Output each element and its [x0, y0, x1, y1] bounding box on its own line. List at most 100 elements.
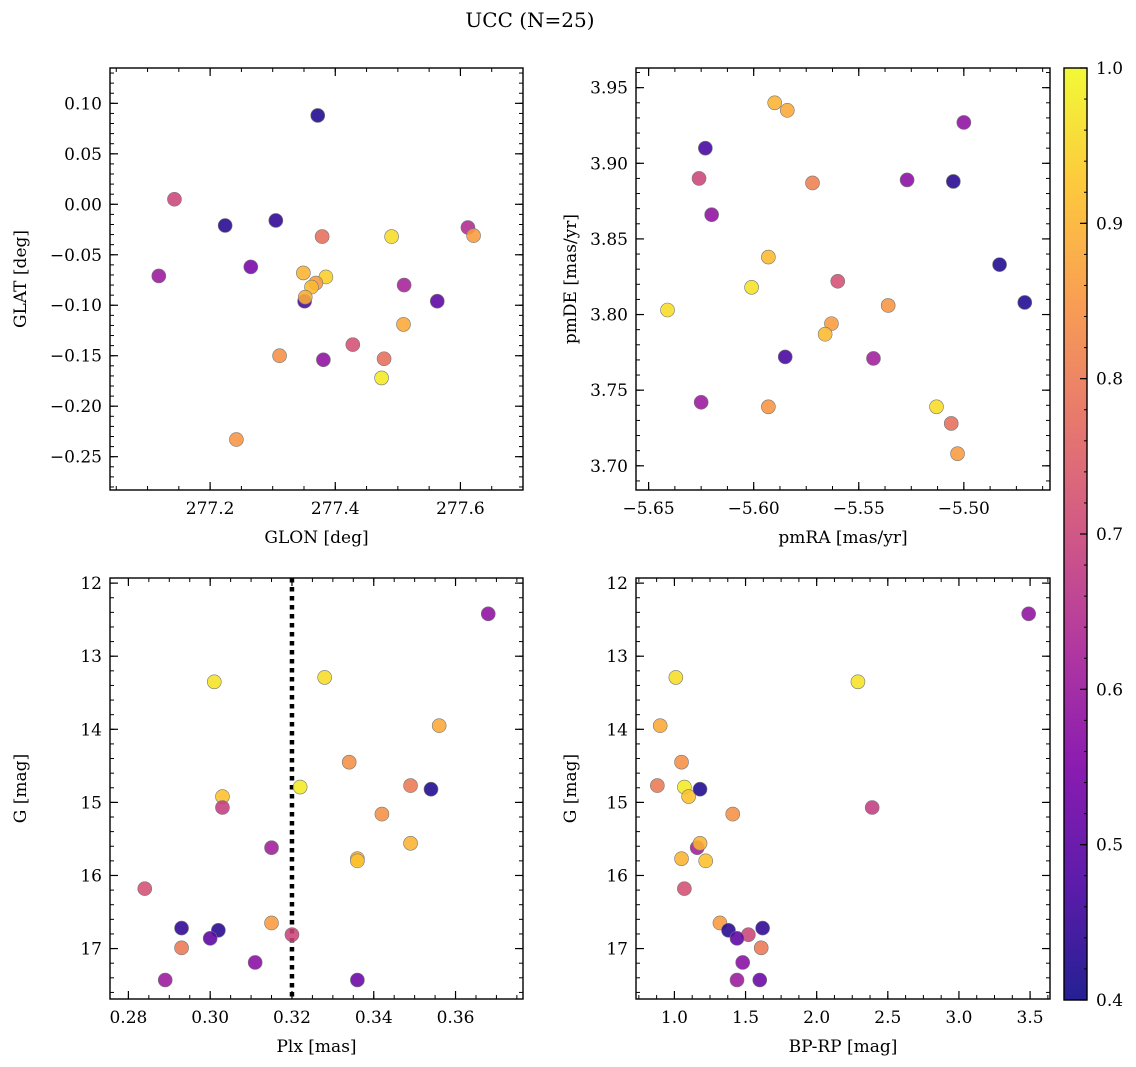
y-tick-label: 0.05	[64, 145, 102, 165]
data-point	[272, 348, 287, 364]
data-point	[202, 931, 218, 946]
data-point	[296, 265, 311, 281]
data-point	[693, 394, 709, 410]
data-point	[247, 955, 263, 970]
data-point	[744, 280, 759, 295]
data-point	[850, 674, 866, 690]
data-point	[950, 446, 965, 461]
data-point	[692, 781, 708, 797]
y-tick-label: −0.20	[50, 397, 102, 417]
x-tick-label: 277.6	[436, 499, 485, 519]
colorbar-tick-label: 0.7	[1096, 525, 1123, 545]
y-tick-label: −0.10	[50, 296, 102, 316]
x-axis-label: pmRA [mas/yr]	[778, 528, 907, 548]
data-point	[767, 95, 783, 111]
data-point	[864, 800, 880, 815]
colorbar-frame	[1063, 67, 1088, 1001]
colorbar-tick-label: 0.5	[1096, 836, 1123, 856]
data-point	[396, 317, 411, 332]
y-tick-label: 17	[606, 940, 628, 960]
data-point	[830, 273, 846, 289]
colorbar: 0.4 0.5 0.6 0.7 0.8 0.9 1.0	[1063, 59, 1123, 1011]
data-point	[866, 351, 881, 366]
data-point	[341, 754, 357, 770]
scatter-points	[650, 606, 1036, 988]
data-point	[681, 789, 696, 804]
minor-ticks	[110, 578, 523, 999]
scatter-points	[137, 606, 496, 988]
x-tick-label: 2.5	[874, 1008, 901, 1028]
data-point	[753, 940, 769, 956]
x-tick-label: −5.65	[623, 499, 675, 519]
data-point	[264, 915, 279, 931]
y-tick-label: 13	[80, 647, 102, 667]
y-axis-label: pmDE [mas/yr]	[561, 214, 581, 344]
axes-frame	[109, 577, 524, 1000]
data-point	[691, 171, 707, 186]
data-point	[350, 853, 365, 869]
y-tick-label: 3.70	[590, 457, 628, 477]
data-point	[704, 207, 719, 223]
colorbar-tick-label: 0.4	[1096, 991, 1123, 1011]
data-point	[229, 432, 244, 447]
data-point	[317, 670, 332, 685]
data-point	[215, 800, 230, 815]
data-point	[652, 718, 668, 733]
y-axis-label: G [mag]	[11, 754, 31, 823]
axes-frame	[109, 67, 524, 491]
data-point	[660, 302, 675, 318]
data-point	[899, 172, 915, 188]
figure-title: UCC (N=25)	[465, 8, 594, 32]
colorbar-gradient	[1064, 68, 1087, 1000]
data-point	[206, 674, 222, 690]
x-tick-label: 0.36	[437, 1008, 475, 1028]
data-point	[1021, 606, 1036, 622]
y-tick-label: 14	[80, 720, 102, 740]
colorbar-tick-label: 0.6	[1096, 680, 1123, 700]
y-axis-label: G [mag]	[561, 754, 581, 823]
y-tick-label: 16	[606, 866, 628, 886]
data-point	[268, 213, 284, 228]
y-tick-label: 17	[80, 940, 102, 960]
x-tick-label: 0.30	[191, 1008, 229, 1028]
data-point	[698, 853, 714, 869]
data-point	[157, 972, 173, 988]
x-tick-label: 3.0	[945, 1008, 972, 1028]
data-point	[692, 836, 708, 851]
y-tick-label: 0.00	[64, 195, 102, 215]
data-point	[217, 218, 233, 233]
data-point	[167, 191, 182, 207]
data-point	[480, 606, 496, 622]
data-point	[755, 920, 770, 936]
data-point	[297, 289, 313, 305]
data-point	[777, 349, 793, 365]
data-point	[880, 298, 896, 313]
data-point	[137, 881, 153, 896]
data-point	[384, 229, 399, 244]
colorbar-tick-label: 1.0	[1096, 59, 1123, 79]
data-point	[310, 108, 326, 123]
y-axis-label: GLAT [deg]	[11, 230, 31, 328]
data-point	[780, 103, 795, 118]
colorbar-tick-label: 0.9	[1096, 214, 1123, 234]
y-tick-label: 3.75	[590, 381, 628, 401]
y-tick-label: 15	[80, 793, 102, 813]
data-point	[466, 228, 481, 243]
x-tick-label: 1.0	[661, 1008, 688, 1028]
y-tick-label: 12	[80, 574, 102, 594]
x-tick-label: 277.2	[186, 499, 235, 519]
x-tick-label: −5.60	[728, 499, 780, 519]
y-tick-label: 15	[606, 793, 628, 813]
y-tick-label: 13	[606, 647, 628, 667]
x-axis-label: BP-RP [mag]	[789, 1037, 898, 1057]
y-tick-label: 0.10	[64, 94, 102, 114]
y-tick-label: −0.25	[50, 448, 102, 468]
y-tick-label: 14	[606, 720, 628, 740]
data-point	[735, 955, 751, 970]
data-point	[403, 836, 418, 851]
data-point	[243, 259, 259, 275]
y-tick-label: 3.85	[590, 230, 628, 250]
x-axis-label: GLON [deg]	[264, 528, 368, 548]
data-point	[929, 399, 944, 415]
